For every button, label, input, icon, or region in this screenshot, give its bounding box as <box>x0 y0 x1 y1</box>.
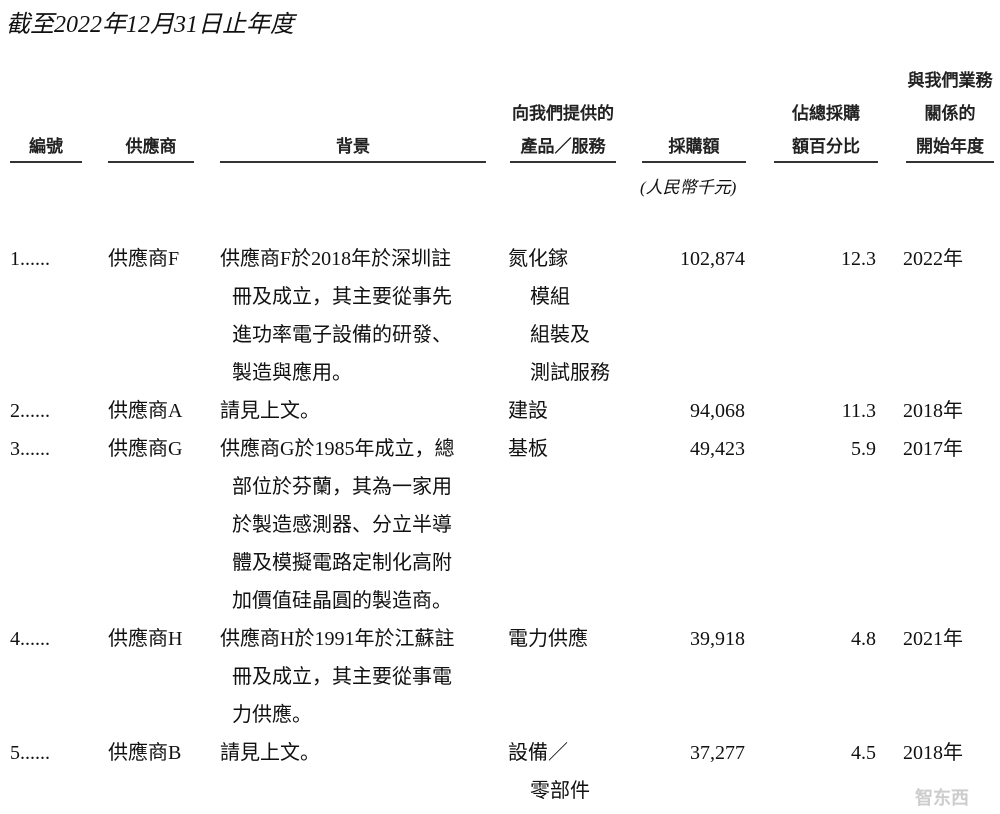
header-rule <box>510 161 616 163</box>
purchase-percentage: 5.9 <box>851 438 876 460</box>
row-number: 4...... <box>10 628 50 650</box>
product-line: 測試服務 <box>530 362 610 384</box>
purchase-percentage: 4.8 <box>851 628 876 650</box>
background-line: 冊及成立，其主要從事先 <box>232 286 452 308</box>
background-line: 供應商G於1985年成立，總 <box>220 438 455 460</box>
header-rule <box>108 161 194 163</box>
relationship-start-year: 2017年 <box>903 438 963 460</box>
header-rule <box>774 161 878 163</box>
watermark-logo: 智东西 <box>915 788 969 809</box>
purchase-amount: 37,277 <box>690 742 745 764</box>
header-product: 產品／服務 <box>520 137 606 157</box>
header-rule <box>642 161 746 163</box>
header-percent: 額百分比 <box>792 137 860 157</box>
product-line: 氮化鎵 <box>508 248 568 270</box>
background-line: 供應商H於1991年於江蘇註 <box>220 628 455 650</box>
header-amount: 採購額 <box>668 137 720 157</box>
row-number: 5...... <box>10 742 50 764</box>
product-line: 基板 <box>508 438 548 460</box>
header-year: 關係的 <box>924 104 976 124</box>
background-line: 製造與應用。 <box>232 362 352 384</box>
period-title: 截至2022年12月31日止年度 <box>6 12 294 38</box>
relationship-start-year: 2022年 <box>903 248 963 270</box>
currency-unit: (人民幣千元) <box>640 178 737 197</box>
purchase-amount: 49,423 <box>690 438 745 460</box>
background-line: 請見上文。 <box>220 742 320 764</box>
product-line: 設備／ <box>508 742 568 764</box>
header-year: 開始年度 <box>916 137 984 157</box>
header-background: 背景 <box>336 137 370 157</box>
supplier-name: 供應商H <box>108 628 183 650</box>
product-line: 建設 <box>508 400 548 422</box>
background-line: 加價值硅晶圓的製造商。 <box>232 590 452 612</box>
background-line: 進功率電子設備的研發、 <box>232 324 452 346</box>
product-line: 零部件 <box>530 780 590 802</box>
product-line: 電力供應 <box>508 628 588 650</box>
relationship-start-year: 2018年 <box>903 400 963 422</box>
product-line: 模組 <box>530 286 570 308</box>
background-line: 體及模擬電路定制化高附 <box>232 552 452 574</box>
background-line: 供應商F於2018年於深圳註 <box>220 248 452 270</box>
header-product: 向我們提供的 <box>512 104 614 124</box>
supplier-name: 供應商G <box>108 438 183 460</box>
row-number: 2...... <box>10 400 50 422</box>
purchase-percentage: 4.5 <box>851 742 876 764</box>
header-rule <box>10 161 82 163</box>
header-no: 編號 <box>29 137 63 157</box>
supplier-name: 供應商F <box>108 248 180 270</box>
purchase-amount: 102,874 <box>680 248 745 270</box>
relationship-start-year: 2021年 <box>903 628 963 650</box>
header-percent: 佔總採購 <box>792 104 860 124</box>
background-line: 部位於芬蘭，其為一家用 <box>232 476 452 498</box>
header-rule <box>220 161 486 163</box>
purchase-percentage: 11.3 <box>841 400 876 422</box>
supplier-name: 供應商B <box>108 742 182 764</box>
background-line: 請見上文。 <box>220 400 320 422</box>
row-number: 3...... <box>10 438 50 460</box>
purchase-percentage: 12.3 <box>841 248 876 270</box>
background-line: 冊及成立，其主要從事電 <box>232 666 452 688</box>
purchase-amount: 94,068 <box>690 400 745 422</box>
header-year: 與我們業務 <box>907 71 993 91</box>
relationship-start-year: 2018年 <box>903 742 963 764</box>
header-supplier: 供應商 <box>125 137 177 157</box>
background-line: 於製造感測器、分立半導 <box>232 514 452 536</box>
purchase-amount: 39,918 <box>690 628 745 650</box>
background-line: 力供應。 <box>232 704 312 726</box>
row-number: 1...... <box>10 248 50 270</box>
header-rule <box>906 161 994 163</box>
supplier-name: 供應商A <box>108 400 183 422</box>
product-line: 組裝及 <box>530 324 590 346</box>
